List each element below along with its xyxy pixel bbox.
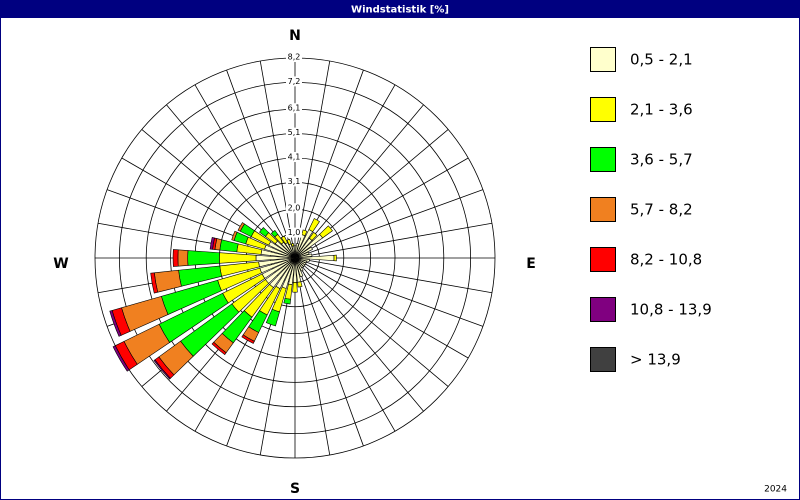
wind-sector [187,250,220,266]
legend-label: 8,2 - 10,8 [630,251,702,269]
legend-label: 5,7 - 8,2 [630,201,693,219]
compass-label: E [526,256,536,272]
spoke [294,69,364,259]
legend-label: 0,5 - 2,1 [630,51,693,69]
spoke [294,257,424,412]
ring-label: 7,2 [288,77,301,86]
wind-sector [211,341,227,356]
ring-label-bg [286,203,302,214]
chart-title: Windstatistik [%] [351,5,449,16]
wind-sector [291,243,295,247]
wind-sector [265,308,280,327]
spoke [294,257,396,432]
wind-sector [280,235,288,245]
wind-sector [294,251,310,259]
spoke [294,222,493,259]
ring-label: 5,1 [288,128,301,137]
wind-sector [172,249,179,267]
ring-label: 1,0 [288,228,301,237]
wind-sector [209,236,215,250]
wind-sector [293,245,297,259]
ring-label-bg [286,227,302,238]
legend-label: > 13,9 [630,351,681,369]
title-bar [0,0,800,18]
wind-sector [294,257,304,278]
compass-label: W [53,256,68,272]
wind-sector [294,257,304,272]
spoke [226,69,296,259]
wind-sector [109,310,122,337]
spoke [294,257,331,456]
spoke [294,257,493,294]
wind-sector [294,253,313,259]
compass-label: S [290,481,300,497]
ring-label-bg [286,127,302,138]
ring-label-bg [286,52,302,62]
spoke [294,257,469,359]
ring-label: 8,2 [288,53,301,62]
ring-label-bg [286,103,302,114]
wind-sector [150,272,159,294]
wind-sector [112,345,130,372]
legend-swatch [590,47,616,72]
legend-label: 10,8 - 13,9 [630,301,712,319]
ring-label: 3,1 [288,177,301,186]
wind-sector [231,230,238,241]
wind-sector [153,359,171,380]
wind-sector [308,231,318,241]
wind-sector [301,229,308,237]
wind-sector [237,222,245,232]
wind-sector [308,218,320,233]
wind-sector [292,282,298,293]
legend: 0,5 - 2,1 2,1 - 3,6 3,6 - 5,7 5,7 - 8,2 8,2 … [590,47,712,372]
ring-label-bg [286,76,302,87]
wind-sector [333,254,337,262]
wind-sector [286,238,292,246]
spoke [294,257,484,327]
spoke [294,60,331,259]
ring-label-bg [286,152,302,162]
ring-label: 4,1 [288,153,301,162]
wind-sector [294,246,313,259]
legend-swatch [590,197,616,222]
spoke [294,157,469,259]
footer-year: 2024 [764,485,787,495]
spoke [259,60,296,259]
spoke [194,84,296,259]
legend-label: 3,6 - 5,7 [630,151,693,169]
legend-swatch [590,297,616,322]
legend-swatch [590,247,616,272]
spoke [294,189,484,259]
wind-sector [259,227,270,237]
spoke [294,257,449,387]
spoke [294,257,364,447]
legend-swatch [590,97,616,122]
compass-label: N [289,28,301,44]
ring-label-bg [286,176,302,187]
plot-area: 1,0 2,0 3,1 4,1 5,1 6,1 7,2 8,2 [94,52,496,459]
legend-swatch [590,347,616,372]
wind-sector [294,257,306,267]
legend-swatch [590,147,616,172]
wind-sector [241,334,255,344]
spoke [294,104,424,259]
wind-sector [297,281,303,288]
ring-label: 6,1 [288,104,301,113]
wind-sector [294,257,304,269]
wind-sector [270,229,279,238]
wind-sector [177,249,189,267]
wind-sector [283,297,291,305]
wind-sector [319,225,333,239]
ring-label: 2,0 [288,204,301,213]
legend-label: 2,1 - 3,6 [630,101,693,119]
